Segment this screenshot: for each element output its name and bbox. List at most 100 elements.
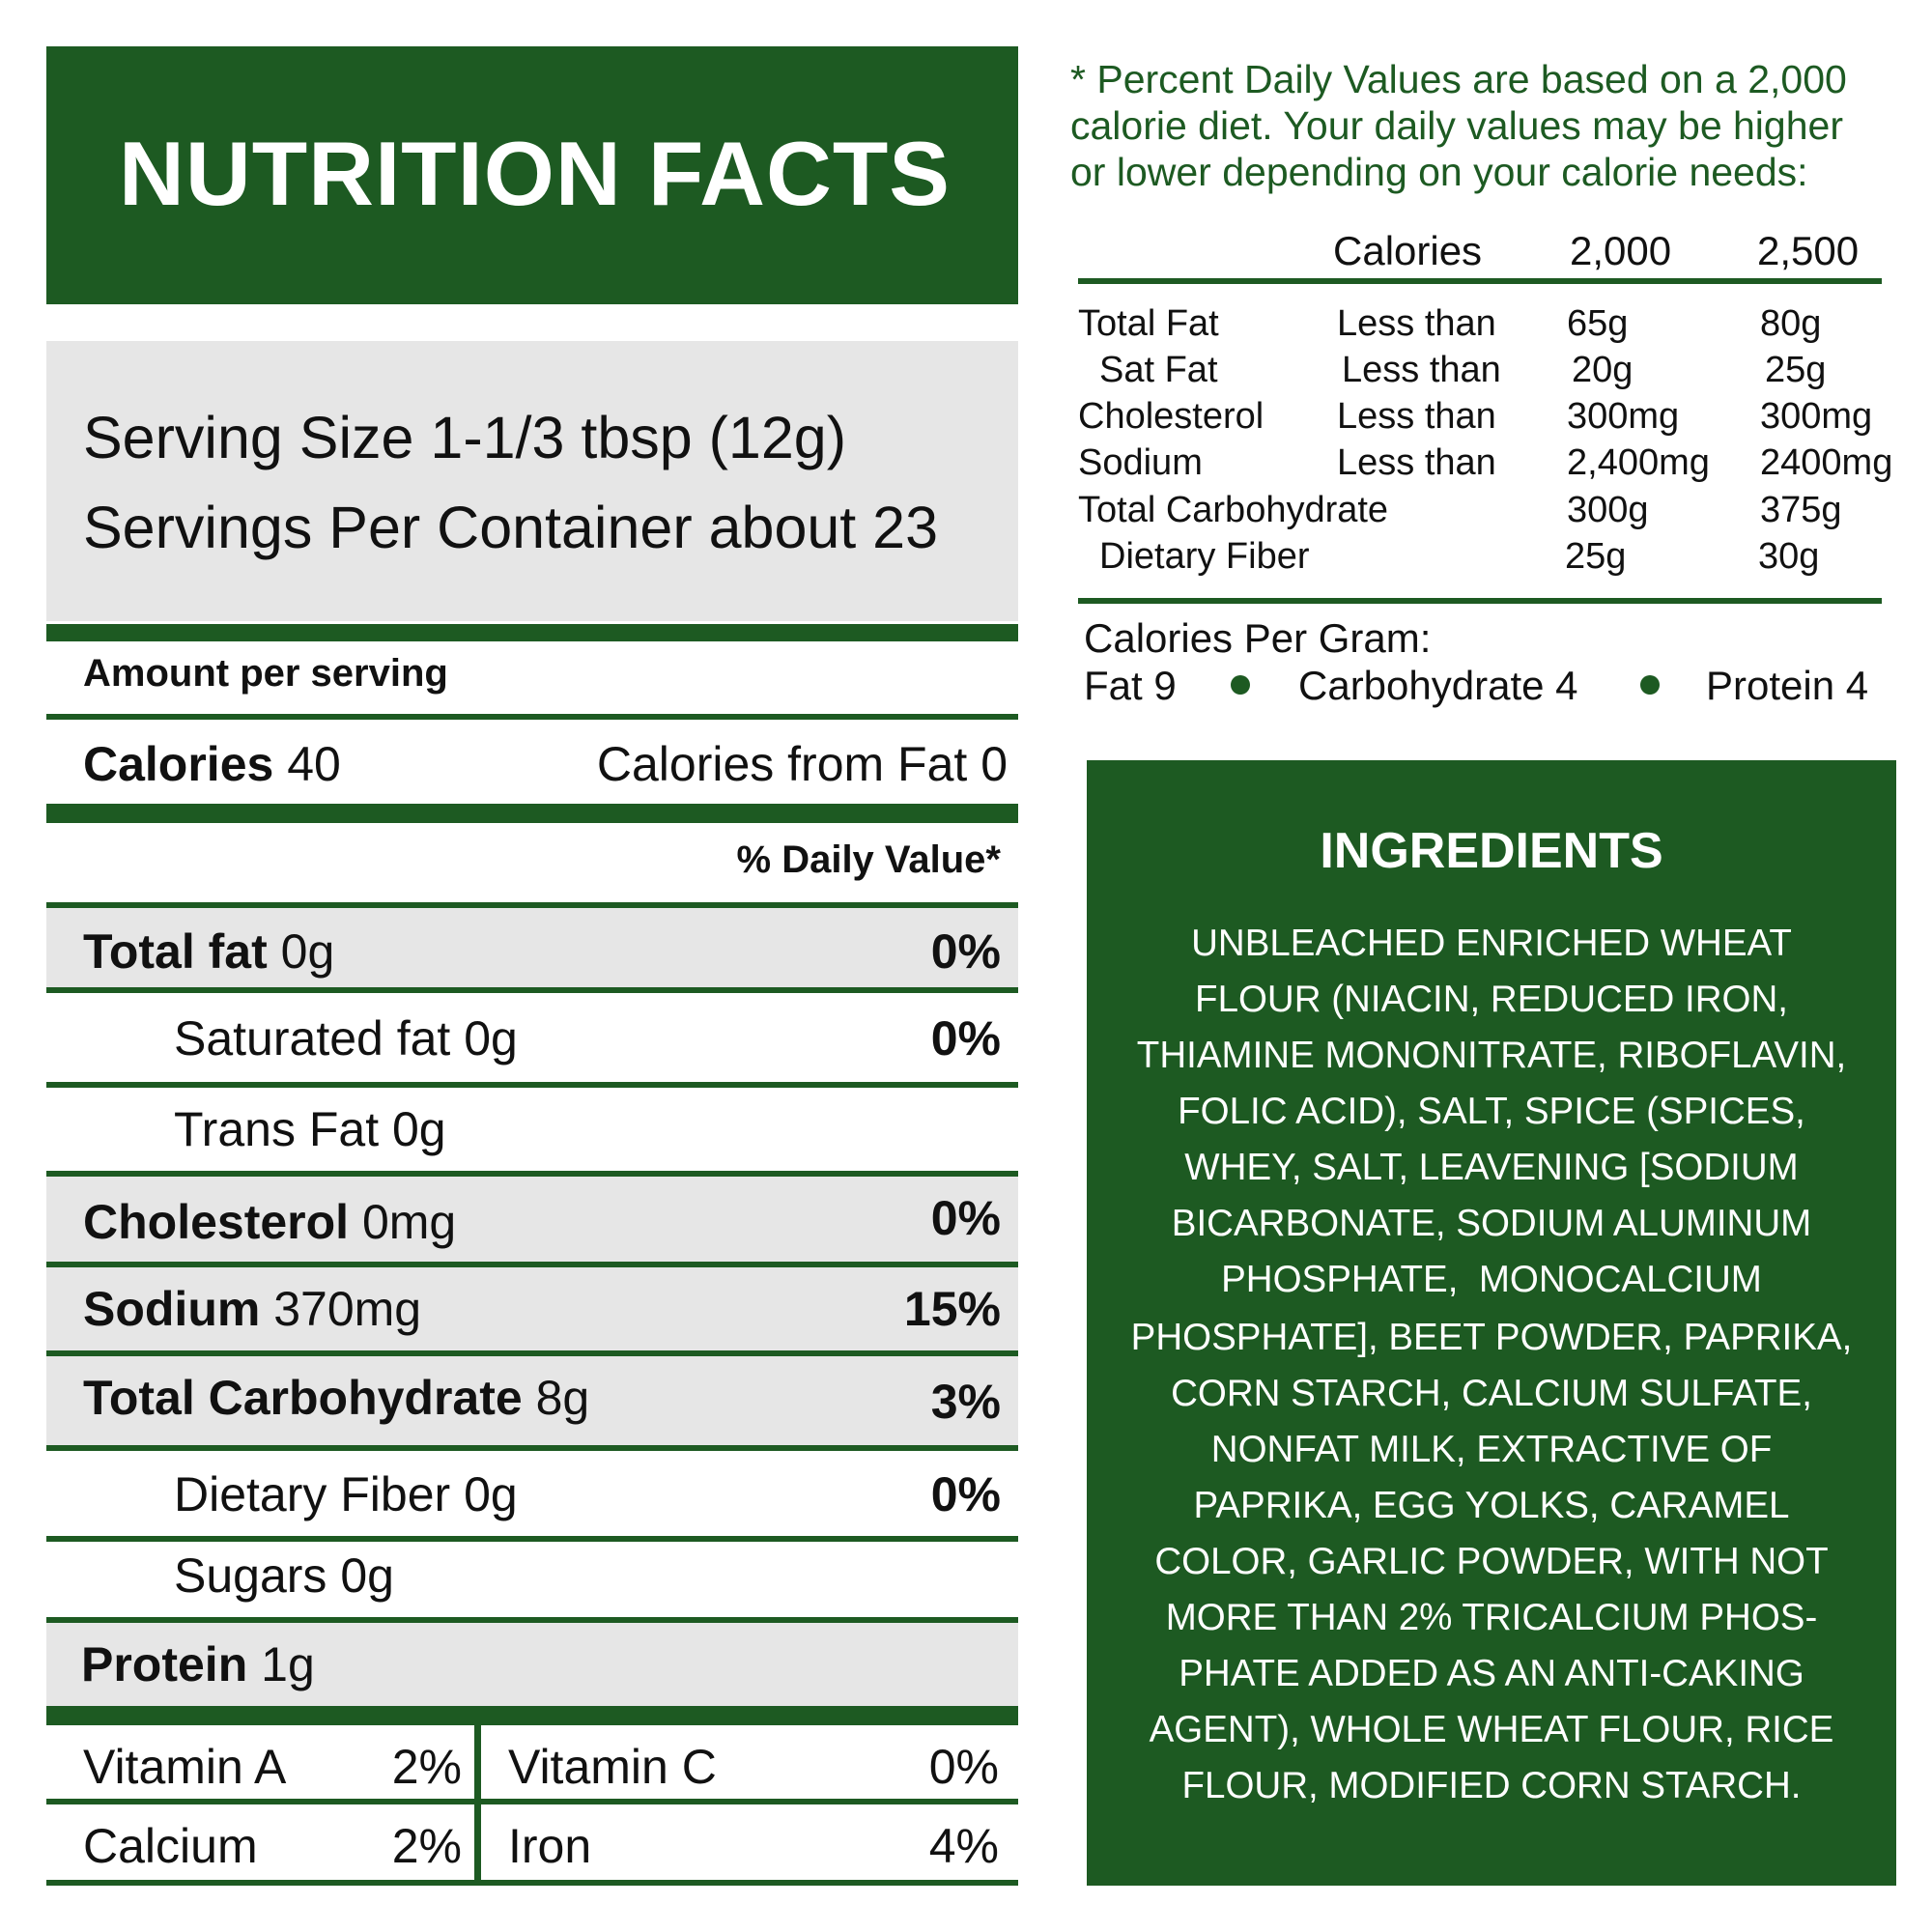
- calories-per-gram-protein: Protein 4: [1706, 663, 1869, 708]
- nutrient-amount: 0mg: [361, 1195, 457, 1249]
- ingredients-line: PHOSPHATE], BEET POWDER, PAPRIKA,: [1130, 1317, 1853, 1358]
- ingredients-line: PAPRIKA, EGG YOLKS, CARAMEL: [1193, 1485, 1790, 1526]
- ingredients-line: WHEY, SALT, LEAVENING [SODIUM: [1184, 1147, 1799, 1188]
- nutrient-name: Sodium: [83, 1282, 261, 1336]
- ingredients-line: UNBLEACHED ENRICHED WHEAT: [1191, 923, 1792, 964]
- nutrient-row-protein: Protein 1g: [46, 1623, 1018, 1706]
- nutrient-name: Total Carbohydrate: [83, 1371, 523, 1425]
- page-title: NUTRITION FACTS: [119, 123, 951, 224]
- dv-cell: 2,400mg: [1567, 442, 1710, 483]
- divider: [46, 1350, 1018, 1356]
- dv-cell: 300g: [1567, 490, 1649, 530]
- dv-cell: 300mg: [1760, 396, 1873, 437]
- nutrient-row-dietary-fiber: Dietary Fiber 0g 0%: [46, 1451, 1018, 1536]
- dv-cell: 20g: [1572, 350, 1634, 390]
- nutrient-pct: 3%: [930, 1375, 1001, 1429]
- nutrient-name: Dietary Fiber 0g: [174, 1467, 518, 1521]
- dv-cell: Less than: [1337, 396, 1496, 437]
- ingredients-title: INGREDIENTS: [1320, 823, 1663, 879]
- dv-cell: 80g: [1760, 303, 1822, 344]
- calories-from-fat: Calories from Fat 0: [596, 737, 1008, 791]
- divider: [46, 1171, 1018, 1177]
- vitamin-name: Vitamin A: [83, 1740, 287, 1794]
- calories-per-gram-label: Calories Per Gram:: [1084, 615, 1432, 661]
- nutrient-amount: 370mg: [273, 1282, 422, 1336]
- footnote-line: calorie diet. Your daily values may be h…: [1070, 103, 1843, 148]
- dv-cell: Sodium: [1078, 442, 1203, 483]
- divider: [46, 902, 1018, 908]
- dv-header: Calories: [1333, 228, 1483, 273]
- nutrient-pct: 15%: [903, 1282, 1001, 1336]
- bullet-icon: [1231, 675, 1250, 695]
- dv-cell: 25g: [1765, 350, 1827, 390]
- ingredients-line: PHOSPHATE, MONOCALCIUM: [1221, 1259, 1762, 1300]
- dv-cell: Dietary Fiber: [1099, 536, 1310, 577]
- nutrient-pct: 0%: [930, 1467, 1001, 1521]
- dv-cell: Less than: [1337, 303, 1496, 344]
- nutrient-row-cholesterol: Cholesterol 0mg 0%: [46, 1177, 1018, 1262]
- amount-per-serving: Amount per serving: [83, 652, 448, 695]
- ingredients-line: COLOR, GARLIC POWDER, WITH NOT: [1154, 1541, 1829, 1582]
- ingredients-line: NONFAT MILK, EXTRACTIVE OF: [1210, 1429, 1773, 1470]
- divider: [46, 1262, 1018, 1267]
- nutrient-pct: 0%: [930, 1011, 1001, 1065]
- vitamin-name: Vitamin C: [508, 1740, 717, 1794]
- nutrient-name: Trans Fat 0g: [174, 1102, 446, 1156]
- ingredients-line: FOLIC ACID), SALT, SPICE (SPICES,: [1178, 1091, 1805, 1132]
- calories-row: Calories 40: [83, 736, 341, 792]
- nutrient-row-sodium: Sodium 370mg 15%: [46, 1267, 1018, 1350]
- daily-value-header: % Daily Value*: [736, 838, 1001, 881]
- dv-cell: Cholesterol: [1078, 396, 1264, 437]
- dv-cell: Less than: [1337, 442, 1496, 483]
- ingredients-line: MORE THAN 2% TRICALCIUM PHOS-: [1165, 1597, 1818, 1638]
- dv-header: 2,500: [1757, 228, 1860, 273]
- serving-info: Serving Size 1-1/3 tbsp (12g) Servings P…: [46, 341, 1018, 621]
- nutrient-row-total-carbohydrate: Total Carbohydrate 8g 3%: [46, 1356, 1018, 1445]
- divider: [1078, 598, 1882, 604]
- title-banner: NUTRITION FACTS: [46, 46, 1018, 304]
- footnote-line: * Percent Daily Values are based on a 2,…: [1070, 57, 1847, 101]
- dv-cell: 2400mg: [1760, 442, 1893, 483]
- nutrient-name: Cholesterol: [83, 1195, 350, 1249]
- dv-cell: Sat Fat: [1099, 350, 1218, 390]
- vitamin-pct: 2%: [391, 1819, 462, 1873]
- nutrient-row-saturated-fat: Saturated fat 0g 0%: [46, 993, 1018, 1082]
- divider: [46, 1706, 1018, 1725]
- serving-size: Serving Size 1-1/3 tbsp (12g): [83, 405, 847, 470]
- divider: [46, 1445, 1018, 1451]
- divider: [1078, 278, 1882, 284]
- divider: [46, 987, 1018, 993]
- nutrient-name: Sugars 0g: [174, 1548, 394, 1603]
- dv-header: 2,000: [1570, 228, 1672, 273]
- vitamin-name: Iron: [508, 1819, 592, 1873]
- calories-per-gram-fat: Fat 9: [1084, 663, 1177, 708]
- divider: [46, 1799, 1018, 1804]
- divider: [46, 1880, 1018, 1886]
- ingredients-line: BICARBONATE, SODIUM ALUMINUM: [1171, 1203, 1812, 1244]
- calories-per-gram-carb: Carbohydrate 4: [1298, 663, 1578, 708]
- dv-cell: 30g: [1758, 536, 1820, 577]
- ingredients-line: FLOUR (NIACIN, REDUCED IRON,: [1195, 979, 1788, 1020]
- divider: [46, 714, 1018, 720]
- nutrient-row-trans-fat: Trans Fat 0g: [46, 1088, 1018, 1171]
- ingredients-line: FLOUR, MODIFIED CORN STARCH.: [1181, 1765, 1802, 1806]
- vitamin-divider: [474, 1725, 481, 1884]
- nutrient-row-total-fat: Total fat 0g 0%: [46, 908, 1018, 987]
- divider: [46, 804, 1018, 823]
- calories-value: 40: [287, 737, 341, 791]
- nutrient-amount: 8g: [535, 1371, 590, 1425]
- nutrient-name: Total fat: [83, 924, 268, 979]
- vitamin-pct: 0%: [928, 1740, 999, 1794]
- nutrient-name: Protein: [81, 1637, 248, 1691]
- calories-label: Calories: [83, 737, 274, 791]
- ingredients-line: PHATE ADDED AS AN ANTI-CAKING: [1179, 1653, 1804, 1694]
- nutrient-name: Saturated fat 0g: [174, 1011, 518, 1065]
- dv-cell: 375g: [1760, 490, 1842, 530]
- nutrient-row-sugars: Sugars 0g: [46, 1542, 1018, 1617]
- nutrient-amount: 1g: [261, 1637, 315, 1691]
- dv-cell: 300mg: [1567, 396, 1680, 437]
- divider: [46, 1536, 1018, 1542]
- dv-cell: 25g: [1565, 536, 1627, 577]
- ingredients-line: THIAMINE MONONITRATE, RIBOFLAVIN,: [1136, 1035, 1847, 1076]
- footnote-line: or lower depending on your calorie needs…: [1070, 150, 1808, 194]
